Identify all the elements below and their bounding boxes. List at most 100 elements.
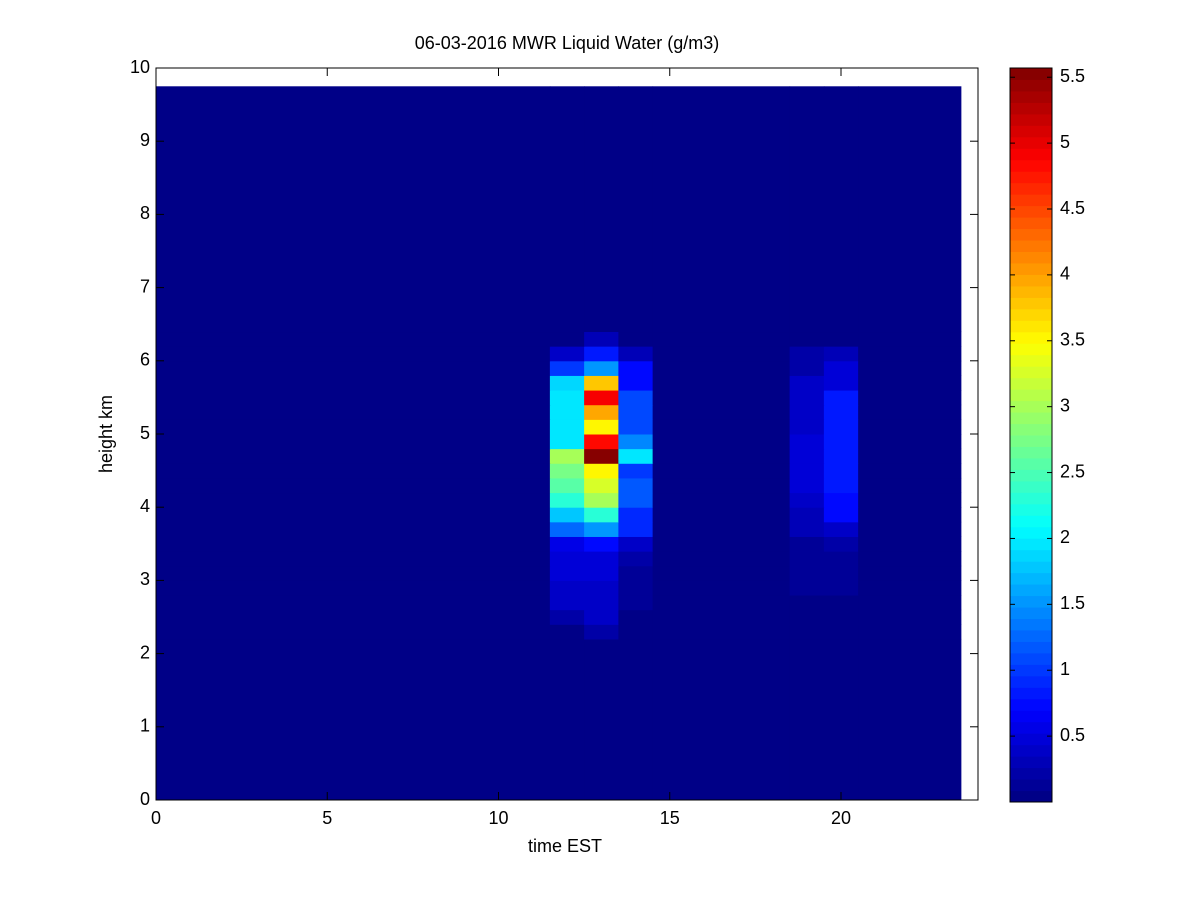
heatmap-cell	[789, 86, 825, 333]
heatmap-cell	[156, 448, 551, 464]
heatmap-cell	[584, 624, 619, 640]
colorbar-segment	[1010, 366, 1052, 379]
heatmap-cell	[823, 551, 859, 567]
heatmap-cell	[858, 551, 962, 567]
colorbar-tick-label: 4	[1060, 264, 1070, 284]
heatmap-cell	[584, 331, 619, 347]
heatmap-cell	[823, 360, 859, 376]
heatmap-cell	[823, 580, 859, 596]
heatmap-cell	[156, 331, 551, 347]
heatmap-cell	[156, 595, 551, 611]
colorbar-segment	[1010, 618, 1052, 631]
colorbar-segment	[1010, 446, 1052, 459]
colorbar-segment	[1010, 308, 1052, 321]
heatmap-cell	[858, 419, 962, 435]
heatmap-cell	[156, 434, 551, 450]
heatmap-cell	[789, 360, 825, 376]
heatmap-cell	[156, 346, 551, 362]
x-tick-label: 10	[488, 808, 508, 828]
heatmap-cell	[858, 390, 962, 406]
colorbar-segment	[1010, 641, 1052, 654]
heatmap-cell	[618, 507, 654, 523]
heatmap-cell	[652, 346, 791, 362]
y-tick-label: 6	[140, 350, 150, 370]
colorbar-segment	[1010, 159, 1052, 172]
heatmap-cell	[584, 390, 619, 406]
heatmap-cell	[823, 463, 859, 479]
colorbar-segment	[1010, 549, 1052, 562]
x-axis-label: time EST	[528, 836, 602, 856]
heatmap-cell	[549, 507, 585, 523]
colorbar-segment	[1010, 125, 1052, 138]
colorbar-segment	[1010, 664, 1052, 677]
heatmap-cell	[618, 434, 654, 450]
heatmap-cell	[652, 360, 791, 376]
heatmap-cell	[652, 448, 791, 464]
heatmap-cell	[584, 507, 619, 523]
heatmap-cell	[549, 404, 585, 420]
colorbar-segment	[1010, 354, 1052, 367]
colorbar-segment	[1010, 744, 1052, 757]
heatmap-cell	[584, 375, 619, 391]
heatmap-cell	[618, 638, 654, 801]
colorbar-segment	[1010, 262, 1052, 275]
heatmap-cell	[789, 624, 825, 640]
heatmap-cell	[156, 419, 551, 435]
heatmap-cell	[652, 507, 791, 523]
heatmap-cell	[858, 477, 962, 494]
colorbar-segment	[1010, 171, 1052, 184]
heatmap-cell	[584, 346, 619, 362]
heatmap-cell	[156, 638, 551, 801]
colorbar-segment	[1010, 240, 1052, 252]
heatmap-cell	[652, 565, 791, 581]
y-tick-label: 2	[140, 642, 150, 662]
heatmap-cell	[823, 375, 859, 391]
heatmap-cell	[858, 360, 962, 376]
colorbar-segment	[1010, 721, 1052, 734]
heatmap-cell	[618, 404, 654, 420]
colorbar-tick-label: 5.5	[1060, 66, 1085, 86]
y-tick-label: 10	[130, 57, 150, 77]
x-tick-label: 15	[660, 808, 680, 828]
y-tick-label: 8	[140, 203, 150, 223]
heatmap-cell	[858, 521, 962, 537]
heatmap-cell	[823, 448, 859, 464]
heatmap-cell	[618, 346, 654, 362]
colorbar-segment	[1010, 228, 1052, 241]
colorbar-segment	[1010, 480, 1052, 493]
heatmap-cell	[823, 346, 859, 362]
heatmap-cell	[549, 419, 585, 435]
heatmap-cell	[858, 86, 962, 333]
heatmap-cell	[549, 346, 585, 362]
heatmap-cell	[858, 346, 962, 362]
heatmap-cell	[652, 595, 791, 611]
heatmap-cell	[652, 463, 791, 479]
y-tick-label: 1	[140, 716, 150, 736]
heatmap-cell	[584, 434, 619, 450]
heatmap-cell	[652, 521, 791, 537]
heatmap-cell	[858, 448, 962, 464]
heatmap-cell	[618, 331, 654, 347]
x-tick-label: 5	[322, 808, 332, 828]
colorbar-tick-label: 1.5	[1060, 593, 1085, 613]
heatmap-cell	[789, 638, 825, 801]
heatmap-cell	[618, 580, 654, 596]
heatmap-cell	[618, 390, 654, 406]
colorbar-segment	[1010, 217, 1052, 230]
heatmap-cell	[584, 86, 619, 333]
colorbar-segment	[1010, 148, 1052, 161]
heatmap-cell	[584, 404, 619, 420]
heatmap-cell	[584, 360, 619, 376]
heatmap-cell	[789, 331, 825, 347]
heatmap-cell	[789, 404, 825, 420]
colorbar-segment	[1010, 469, 1052, 482]
heatmap-cell	[549, 492, 585, 508]
heatmap-cell	[584, 609, 619, 625]
colorbar-segment	[1010, 561, 1052, 574]
colorbar-segment	[1010, 767, 1052, 780]
heatmap-cell	[823, 419, 859, 435]
colorbar-segment	[1010, 526, 1052, 539]
colorbar-segment	[1010, 652, 1052, 665]
colorbar-segment	[1010, 182, 1052, 195]
